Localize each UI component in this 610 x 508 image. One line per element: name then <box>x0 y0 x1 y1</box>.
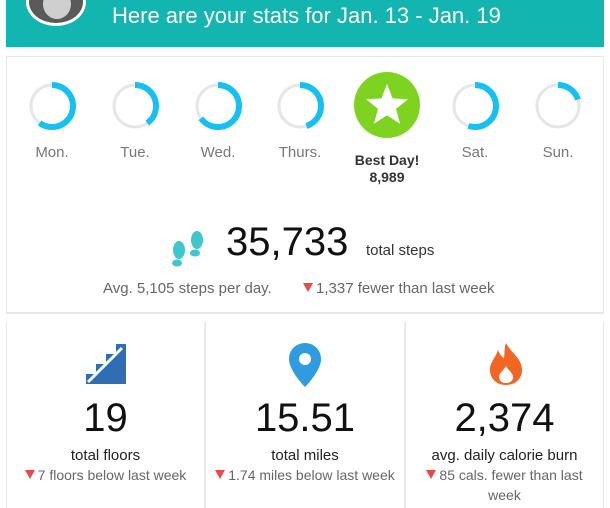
miles-change: 1.74 miles below last week <box>206 465 404 485</box>
calories-value: 2,374 <box>454 396 555 440</box>
progress-ring <box>276 82 324 130</box>
calories-change: 85 cals. fewer than last week <box>406 465 603 505</box>
avatar[interactable] <box>26 0 86 26</box>
day-label: Tue. <box>120 144 150 161</box>
progress-ring <box>28 82 76 130</box>
best-day-badge <box>354 72 420 138</box>
miles-label: total miles <box>271 447 339 464</box>
miles-change-text: 1.74 miles below last week <box>228 467 395 483</box>
down-arrow-icon <box>426 470 437 479</box>
down-arrow-icon <box>215 470 226 479</box>
day-tue[interactable]: Tue. <box>105 80 165 161</box>
steps-summary: 35,733 total steps <box>166 220 466 268</box>
steps-change-text: 1,337 fewer than last week <box>316 280 495 297</box>
steps-average-row: Avg. 5,105 steps per day. 1,337 fewer th… <box>0 280 610 300</box>
stat-calories[interactable]: 2,374 avg. daily calorie burn 85 cals. f… <box>405 322 604 508</box>
flame-icon <box>490 343 522 385</box>
day-label: Wed. <box>200 144 236 161</box>
floors-change: 7 floors below last week <box>7 465 204 485</box>
day-mon[interactable]: Mon. <box>22 80 82 161</box>
down-arrow-icon <box>24 470 35 479</box>
progress-ring <box>194 82 242 130</box>
weekly-summary-card <box>6 56 604 314</box>
header-banner: Here are your stats for Jan. 13 - Jan. 1… <box>6 0 604 47</box>
footsteps-icon <box>172 231 203 267</box>
steps-change: 1,337 fewer than last week <box>303 280 494 297</box>
progress-ring <box>111 82 159 130</box>
floors-change-text: 7 floors below last week <box>37 467 187 483</box>
floors-value: 19 <box>83 396 128 440</box>
page-title: Here are your stats for Jan. 13 - Jan. 1… <box>112 3 501 28</box>
day-wed[interactable]: Wed. <box>188 80 248 161</box>
total-steps-label: total steps <box>366 242 435 259</box>
day-label: Sat. <box>461 144 489 161</box>
stairs-icon <box>86 344 126 384</box>
day-sun[interactable]: Sun. <box>528 80 588 161</box>
day-label: Thurs. <box>278 144 322 161</box>
total-steps-value: 35,733 <box>226 220 349 264</box>
floors-label: total floors <box>70 447 141 464</box>
day-label: Mon. <box>35 144 69 161</box>
stat-floors[interactable]: 19 total floors 7 floors below last week <box>6 322 205 508</box>
progress-ring <box>451 82 499 130</box>
best-day-value: 8,989 <box>369 169 405 185</box>
steps-average: Avg. 5,105 steps per day. <box>103 280 272 297</box>
miles-value: 15.51 <box>254 396 356 440</box>
progress-ring <box>534 82 582 130</box>
day-sat[interactable]: Sat. <box>445 80 505 161</box>
calories-label: avg. daily calorie burn <box>431 447 578 464</box>
down-arrow-icon <box>303 283 313 292</box>
star-icon <box>366 84 408 124</box>
calories-change-text: 85 cals. fewer than last week <box>439 467 583 503</box>
avatar-face <box>43 0 71 19</box>
stat-miles[interactable]: 15.51 total miles 1.74 miles below last … <box>205 322 405 508</box>
day-label: Sun. <box>542 144 574 161</box>
best-day[interactable]: Best Day! 8,989 <box>348 72 426 185</box>
map-pin-icon <box>289 343 321 387</box>
best-day-title: Best Day! <box>354 152 420 168</box>
day-thurs[interactable]: Thurs. <box>270 80 330 161</box>
